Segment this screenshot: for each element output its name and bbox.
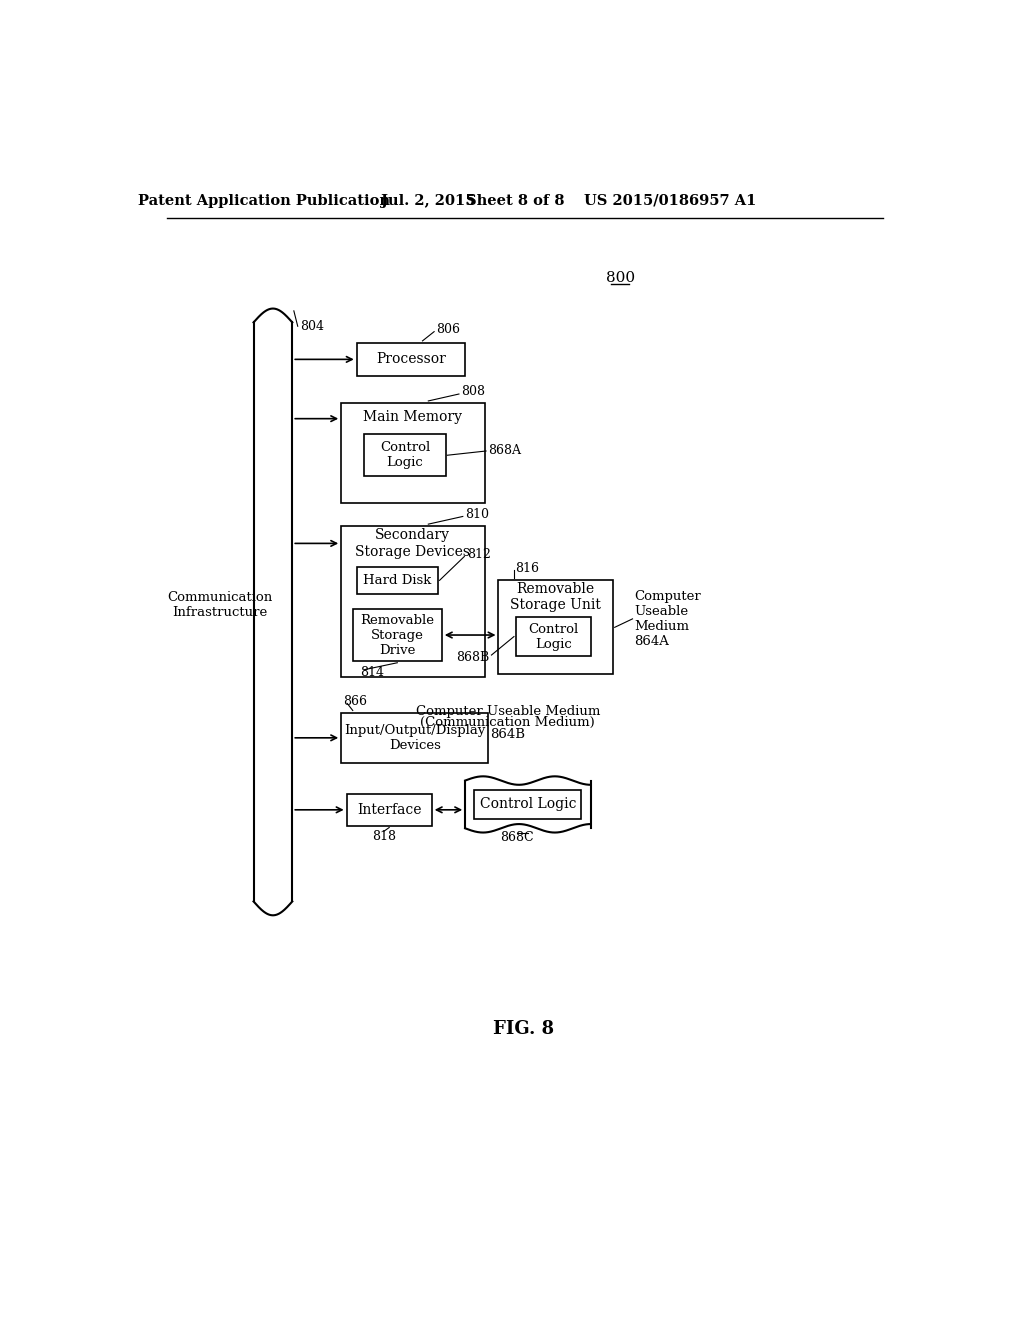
Text: Jul. 2, 2015: Jul. 2, 2015 — [382, 194, 476, 207]
Text: Removable
Storage Unit: Removable Storage Unit — [510, 582, 601, 612]
Text: 868B: 868B — [456, 651, 489, 664]
Text: 808: 808 — [461, 385, 485, 399]
Text: 864B: 864B — [490, 727, 525, 741]
Text: Main Memory: Main Memory — [364, 411, 462, 424]
Text: FIG. 8: FIG. 8 — [493, 1019, 554, 1038]
Text: 868C: 868C — [501, 832, 534, 843]
Text: Hard Disk: Hard Disk — [364, 574, 431, 587]
Text: 818: 818 — [372, 829, 395, 842]
FancyBboxPatch shape — [346, 793, 432, 826]
FancyBboxPatch shape — [341, 713, 488, 763]
Text: 816: 816 — [515, 561, 540, 574]
FancyBboxPatch shape — [341, 404, 484, 503]
Text: Communication
Infrastructure: Communication Infrastructure — [167, 591, 272, 619]
Text: 812: 812 — [467, 548, 490, 561]
FancyBboxPatch shape — [341, 527, 484, 677]
Text: US 2015/0186957 A1: US 2015/0186957 A1 — [585, 194, 757, 207]
Text: Interface: Interface — [357, 803, 422, 817]
FancyBboxPatch shape — [356, 343, 465, 376]
Text: Removable
Storage
Drive: Removable Storage Drive — [360, 614, 434, 656]
FancyBboxPatch shape — [352, 609, 442, 661]
Text: 866: 866 — [343, 694, 368, 708]
Text: 800: 800 — [605, 271, 635, 285]
Text: 806: 806 — [436, 323, 461, 335]
Text: (Communication Medium): (Communication Medium) — [421, 717, 595, 730]
FancyBboxPatch shape — [499, 581, 613, 675]
Text: Computer Useable Medium: Computer Useable Medium — [416, 705, 600, 718]
Text: Secondary
Storage Devices: Secondary Storage Devices — [355, 528, 470, 558]
Text: Patent Application Publication: Patent Application Publication — [137, 194, 389, 207]
Text: 810: 810 — [465, 508, 489, 520]
FancyBboxPatch shape — [365, 434, 445, 477]
Text: 814: 814 — [360, 667, 384, 680]
FancyBboxPatch shape — [515, 618, 592, 656]
Text: Processor: Processor — [376, 352, 445, 367]
Text: 804: 804 — [300, 319, 324, 333]
Polygon shape — [465, 776, 591, 833]
Text: Control
Logic: Control Logic — [380, 441, 430, 469]
FancyBboxPatch shape — [356, 566, 438, 594]
Text: Control Logic: Control Logic — [479, 797, 577, 812]
Text: Computer
Useable
Medium
864A: Computer Useable Medium 864A — [634, 590, 700, 648]
Text: Control
Logic: Control Logic — [528, 623, 579, 651]
FancyBboxPatch shape — [474, 789, 582, 818]
Text: Input/Output/Display
Devices: Input/Output/Display Devices — [344, 723, 485, 752]
Text: Sheet 8 of 8: Sheet 8 of 8 — [466, 194, 565, 207]
Text: 868A: 868A — [488, 445, 521, 458]
